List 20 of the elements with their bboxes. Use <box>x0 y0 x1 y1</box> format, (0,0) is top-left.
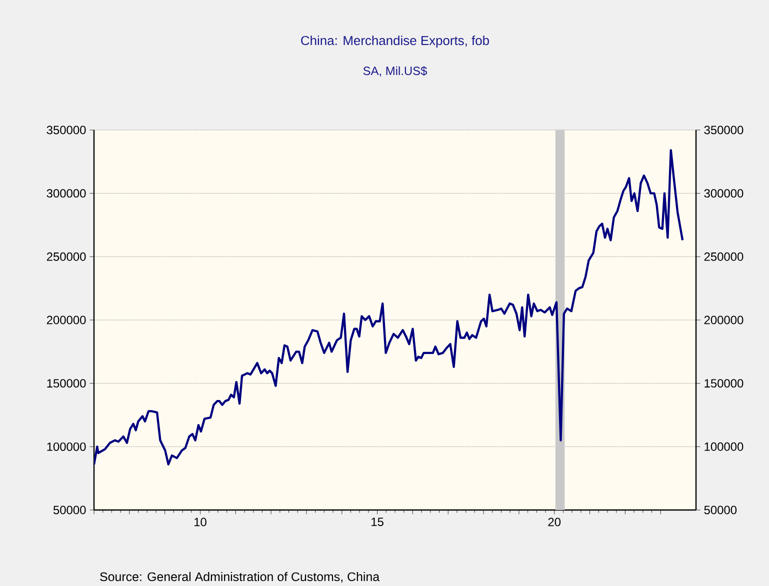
chart-title: China: Merchandise Exports, fob <box>301 36 489 48</box>
y2-tick-label: 300000 <box>704 189 744 198</box>
y-tick-label: 300000 <box>46 189 86 198</box>
chart-subtitle: SA, Mil.US$ <box>363 66 428 77</box>
x-tick-label: 10 <box>194 518 206 526</box>
y2-tick-label: 100000 <box>704 442 744 451</box>
y2-tick-label: 350000 <box>704 126 744 134</box>
y-tick-label: 150000 <box>47 379 86 388</box>
y2-tick-label: 200000 <box>704 316 744 324</box>
y2-tick-label: 50000 <box>704 506 737 514</box>
y-tick-label: 200000 <box>46 316 86 324</box>
y2-tick-label: 250000 <box>704 252 744 261</box>
y-tick-label: 50000 <box>53 506 86 514</box>
source-note: Source: General Administration of Customs, China <box>100 572 380 583</box>
y2-tick-label: 150000 <box>704 379 744 388</box>
x-tick-label: 20 <box>548 518 561 526</box>
y-tick-label: 250000 <box>46 252 86 261</box>
x-tick-label: 15 <box>372 518 384 526</box>
y-tick-label: 100000 <box>47 442 86 451</box>
y-tick-label: 350000 <box>46 126 86 134</box>
